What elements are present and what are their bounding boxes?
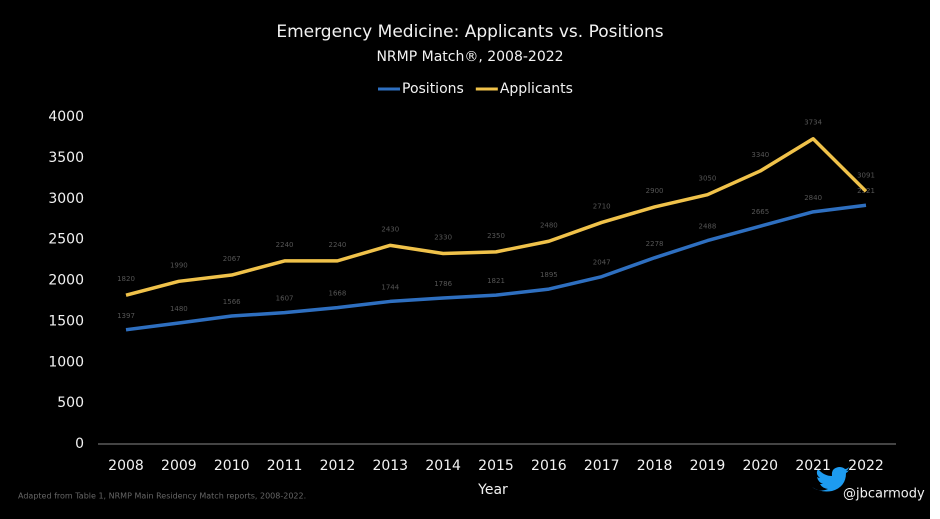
data-label: 2840	[804, 194, 822, 202]
data-label: 2278	[646, 240, 664, 248]
chart-subtitle: NRMP Match®, 2008-2022	[376, 49, 563, 65]
data-label: 1566	[223, 298, 241, 306]
x-tick-label: 2009	[161, 458, 197, 474]
data-label: 3734	[804, 119, 822, 127]
x-tick-label: 2016	[531, 458, 567, 474]
data-label: 1895	[540, 271, 558, 279]
y-tick-label: 500	[57, 395, 84, 411]
data-label: 2240	[329, 241, 347, 249]
y-tick-label: 3500	[48, 150, 84, 166]
x-tick-label: 2010	[214, 458, 250, 474]
legend-label: Applicants	[500, 81, 573, 97]
data-label: 1607	[276, 295, 294, 303]
data-label: 2240	[276, 241, 294, 249]
chart-title: Emergency Medicine: Applicants vs. Posit…	[276, 22, 663, 42]
y-tick-label: 2000	[48, 273, 84, 289]
data-label: 3050	[699, 175, 717, 183]
x-tick-label: 2019	[690, 458, 726, 474]
data-label: 2430	[381, 225, 399, 233]
x-tick-label: 2011	[267, 458, 303, 474]
data-label: 3340	[751, 151, 769, 159]
data-label: 2665	[751, 208, 769, 216]
data-label: 1820	[117, 275, 135, 283]
data-label: 2480	[540, 221, 558, 229]
series-line	[125, 203, 867, 332]
x-tick-label: 2018	[637, 458, 673, 474]
y-tick-label: 4000	[48, 109, 84, 125]
data-label: 1744	[381, 283, 399, 291]
x-tick-label: 2014	[425, 458, 461, 474]
x-tick-label: 2017	[584, 458, 620, 474]
data-label: 1480	[170, 305, 188, 313]
y-tick-label: 1000	[48, 354, 84, 370]
data-label: 2047	[593, 259, 611, 267]
footnote: Adapted from Table 1, NRMP Main Residenc…	[18, 492, 306, 501]
data-label: 2350	[487, 232, 505, 240]
data-label: 2900	[646, 187, 664, 195]
x-axis-label: Year	[477, 482, 508, 498]
data-label: 2330	[434, 234, 452, 242]
data-label: 1990	[170, 261, 188, 269]
x-tick-label: 2012	[320, 458, 356, 474]
y-tick-label: 0	[75, 436, 84, 452]
x-tick-label: 2021	[795, 458, 831, 474]
twitter-icon	[812, 467, 849, 492]
legend-label: Positions	[402, 81, 464, 97]
x-tick-label: 2015	[478, 458, 514, 474]
data-label: 1786	[434, 280, 452, 288]
y-tick-label: 1500	[48, 313, 84, 329]
x-tick-label: 2013	[372, 458, 408, 474]
data-label: 1821	[487, 277, 505, 285]
data-label: 2710	[593, 202, 611, 210]
data-label: 1397	[117, 312, 135, 320]
x-tick-label: 2020	[742, 458, 778, 474]
credit: @jbcarmody	[843, 487, 925, 502]
data-label: 3091	[857, 171, 875, 179]
x-tick-label: 2022	[848, 458, 884, 474]
data-label: 2067	[223, 255, 241, 263]
data-label: 2488	[699, 223, 717, 231]
y-tick-label: 3000	[48, 191, 84, 207]
series-line	[125, 136, 868, 297]
data-label: 1668	[329, 290, 347, 298]
x-tick-label: 2008	[108, 458, 144, 474]
y-tick-label: 2500	[48, 232, 84, 248]
